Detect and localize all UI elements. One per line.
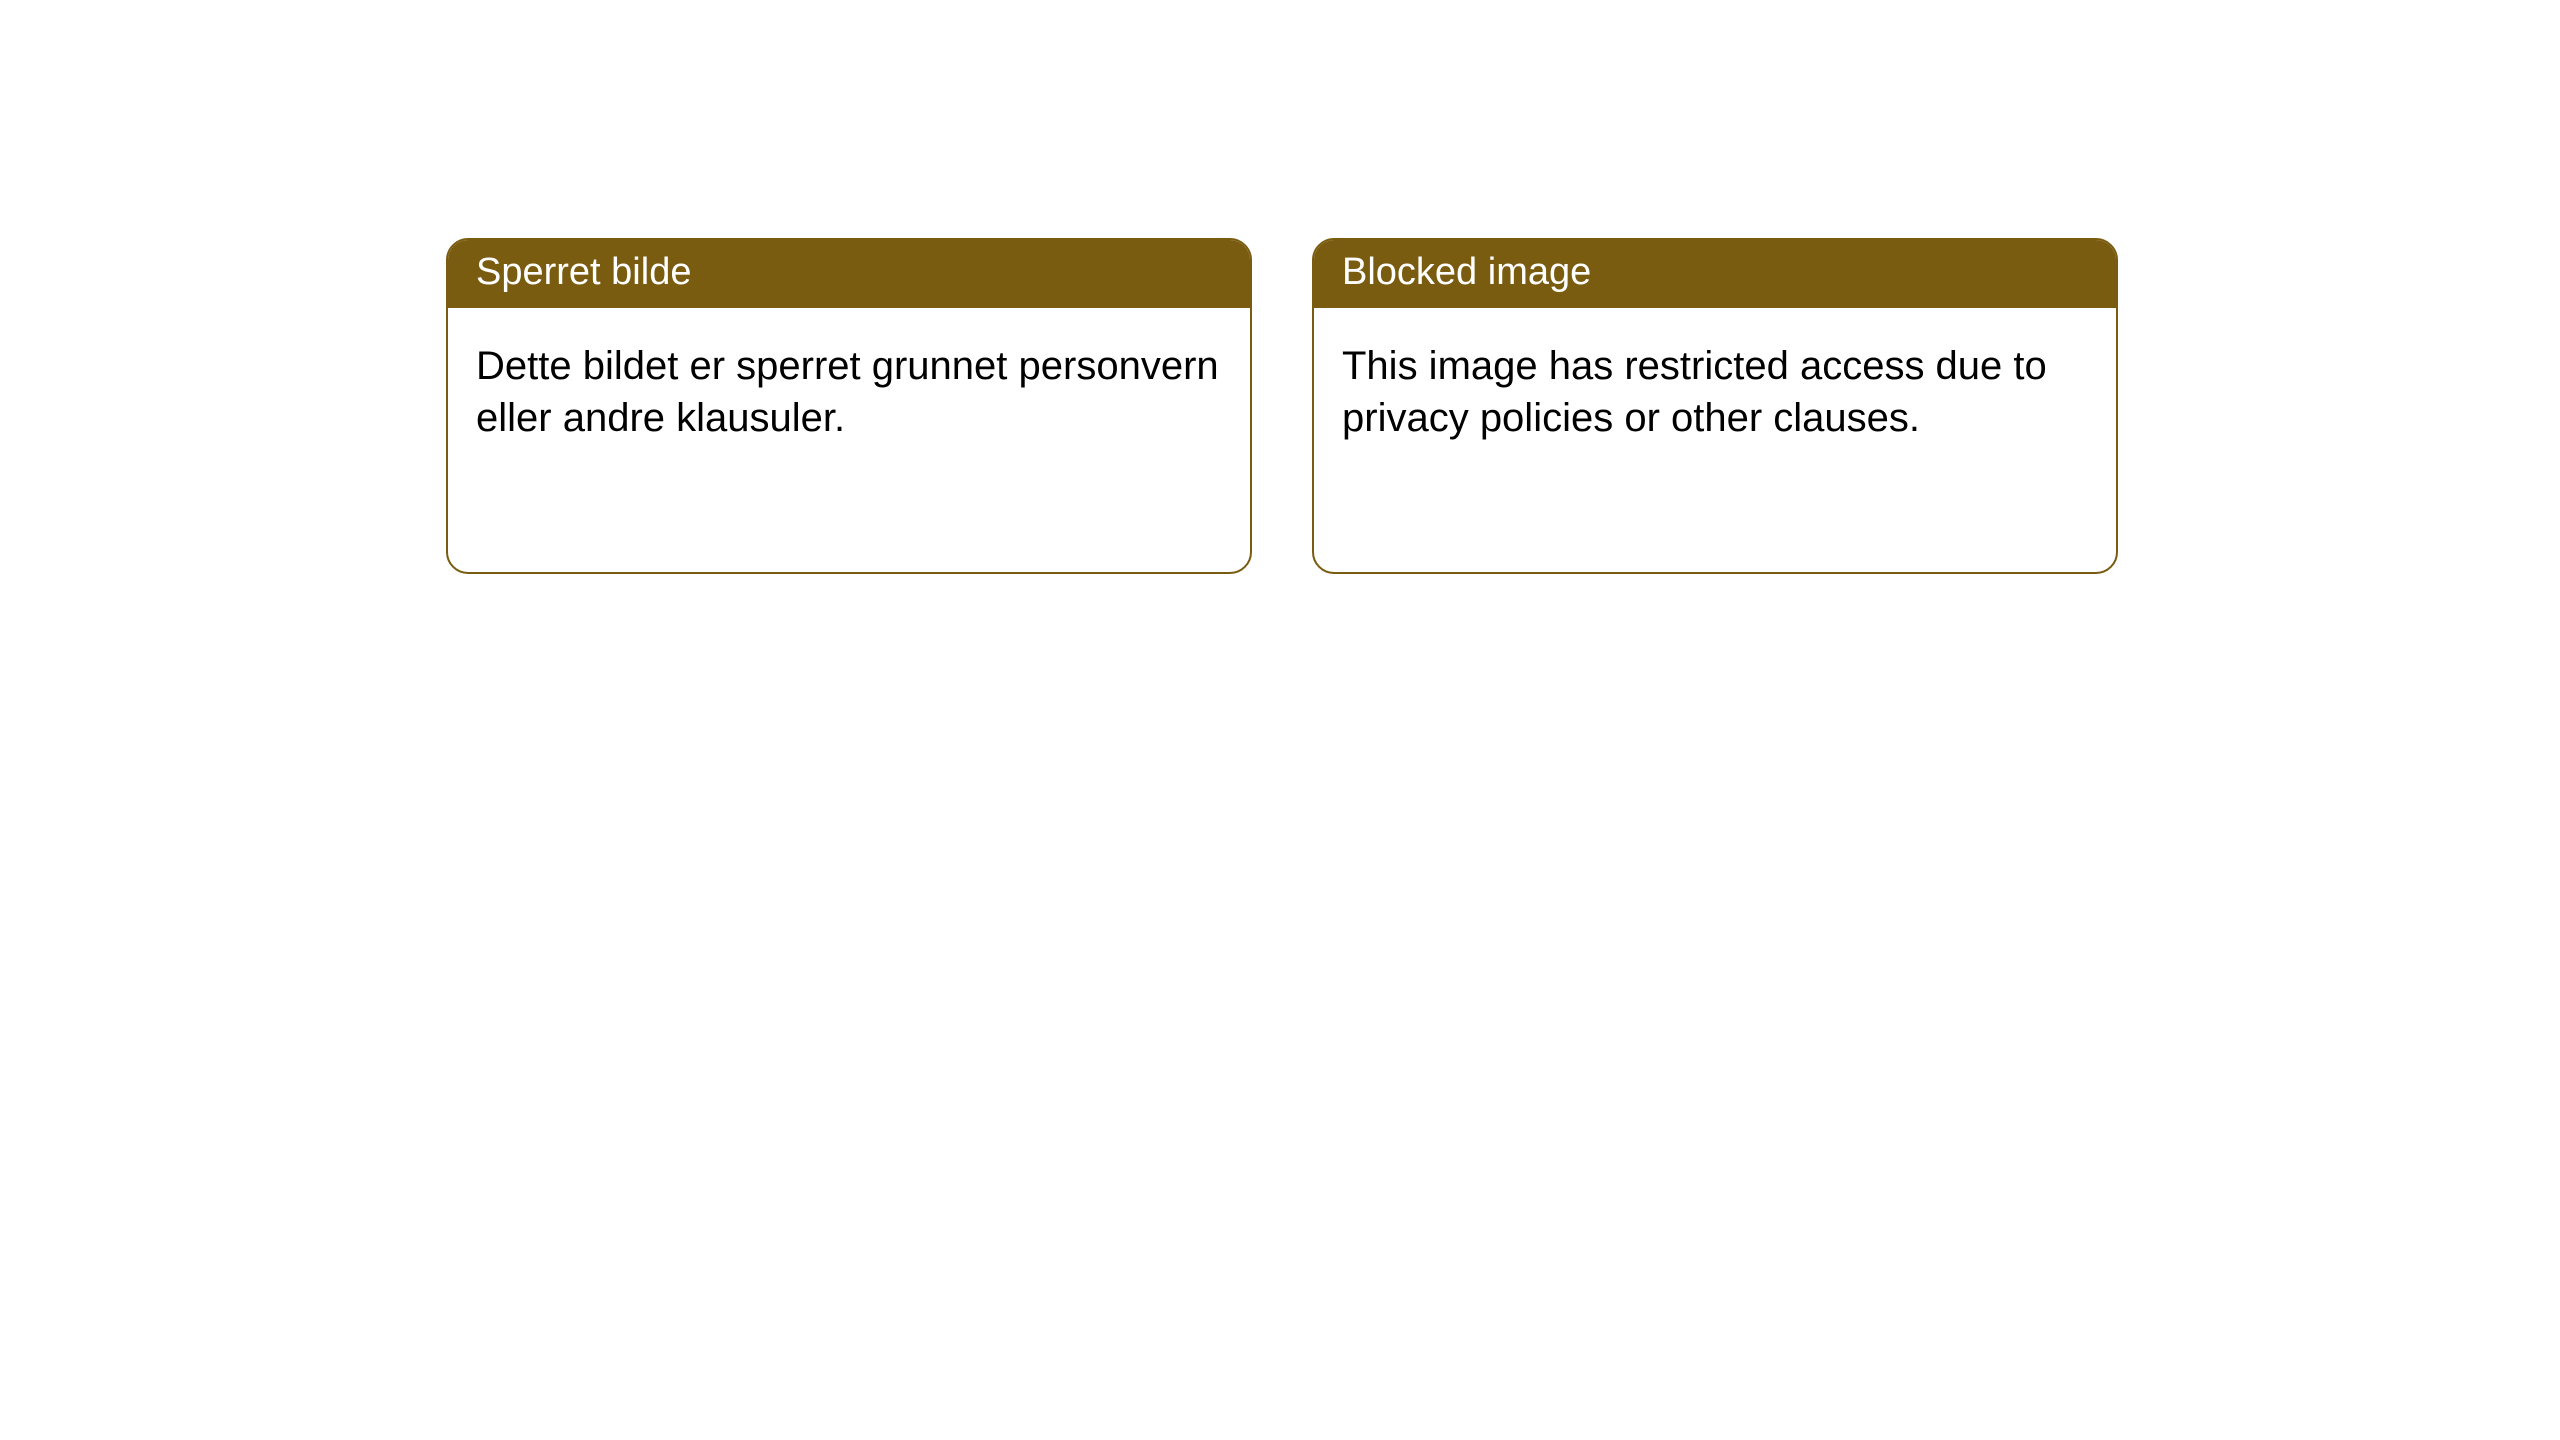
- cards-container: Sperret bilde Dette bildet er sperret gr…: [446, 238, 2118, 574]
- card-title-no: Sperret bilde: [476, 251, 691, 293]
- card-body-text-en: This image has restricted access due to …: [1342, 340, 2088, 444]
- card-body-text-no: Dette bildet er sperret grunnet personve…: [476, 340, 1222, 444]
- card-header-no: Sperret bilde: [448, 240, 1250, 308]
- blocked-image-card-en: Blocked image This image has restricted …: [1312, 238, 2118, 574]
- card-header-en: Blocked image: [1314, 240, 2116, 308]
- card-body-en: This image has restricted access due to …: [1314, 308, 2116, 476]
- card-body-no: Dette bildet er sperret grunnet personve…: [448, 308, 1250, 476]
- blocked-image-card-no: Sperret bilde Dette bildet er sperret gr…: [446, 238, 1252, 574]
- card-title-en: Blocked image: [1342, 251, 1591, 293]
